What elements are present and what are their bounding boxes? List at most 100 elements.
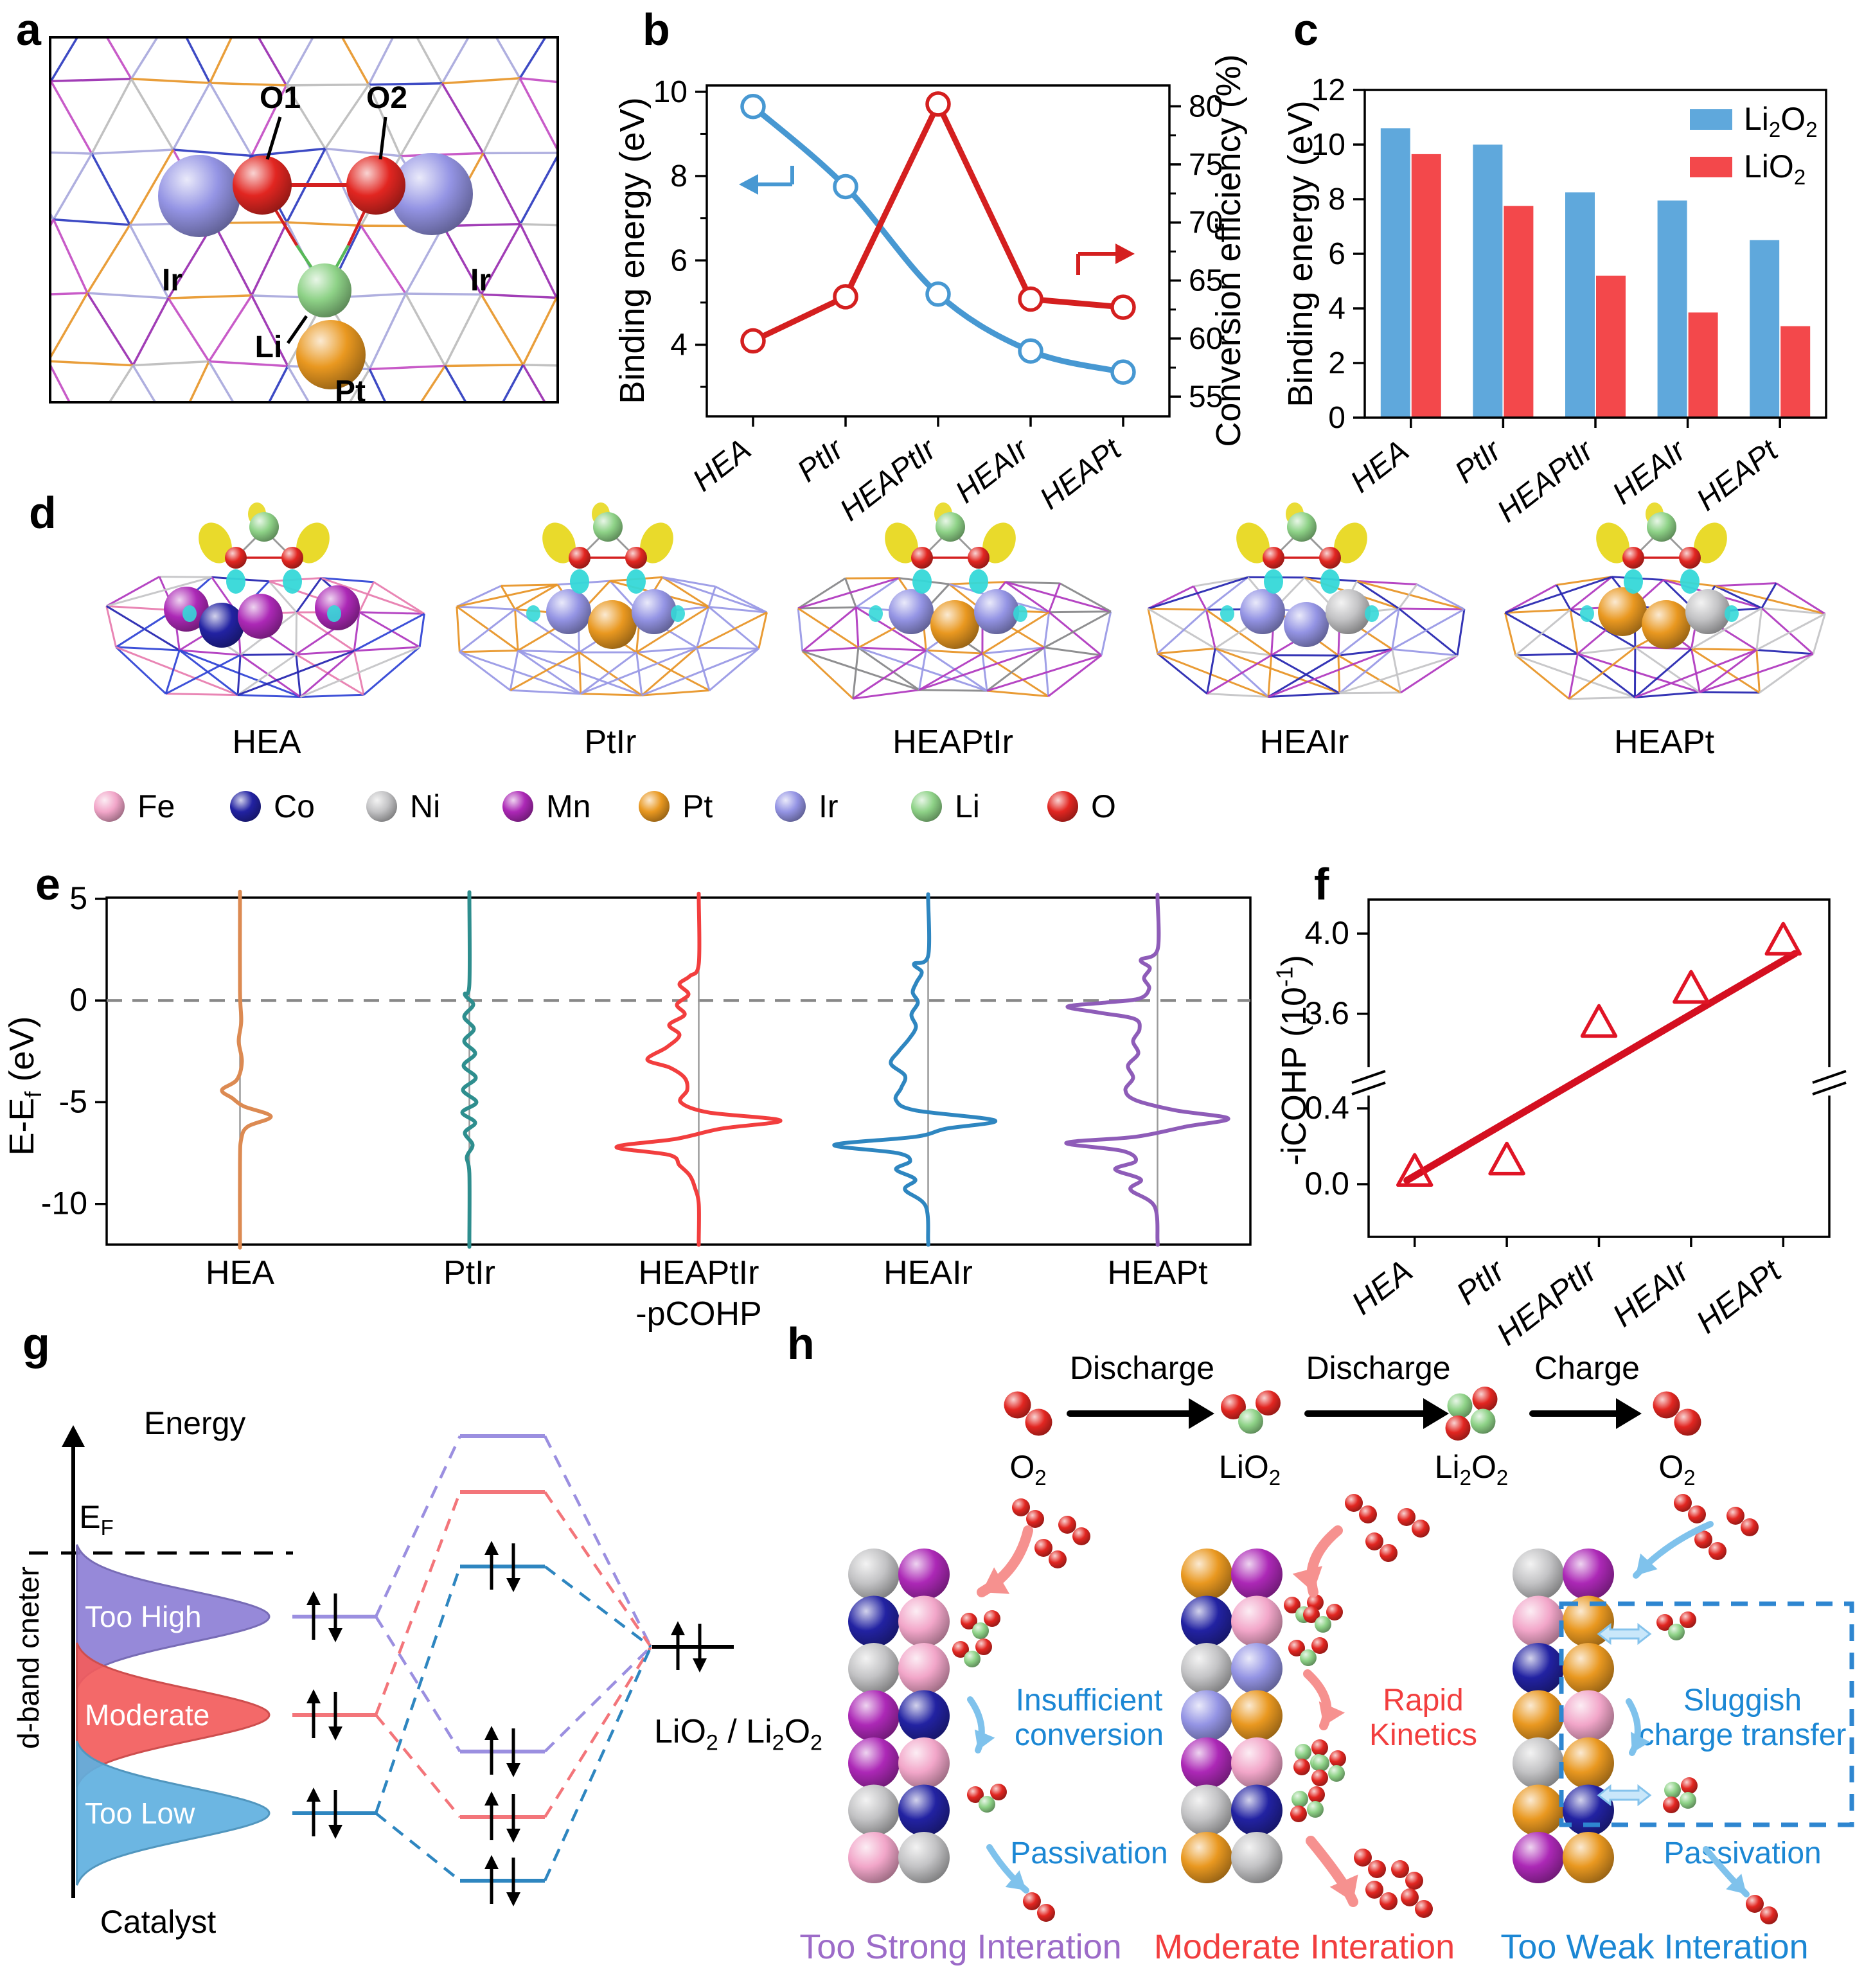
axis-title: -iCOHP (10-1) <box>1272 955 1314 1166</box>
element-legend-label-Fe: Fe <box>138 788 175 824</box>
panel-h: Discharge Discharge Charge O2 LiO2 Li2O2 O2 Ins… <box>799 1350 1854 1966</box>
charge-lobe-cyan <box>626 569 646 594</box>
atom-Ni <box>1685 589 1730 634</box>
atom-O <box>1681 1777 1698 1794</box>
atom-Ni <box>1513 1737 1564 1789</box>
atom-O <box>1308 1786 1325 1803</box>
atom-O <box>1023 1892 1041 1910</box>
charge-lobe-cyan <box>526 605 540 622</box>
atom-O <box>952 1641 969 1658</box>
atom-Pt <box>1181 1549 1232 1600</box>
atom-Mn <box>848 1737 900 1789</box>
atom-O <box>1445 1416 1471 1441</box>
atom-O <box>1391 1860 1409 1878</box>
charge-lobe-yellow <box>1334 522 1367 564</box>
panel-d-structure-HEAPtIr <box>797 502 1112 700</box>
atom-O <box>1072 1527 1090 1545</box>
note-label: conversion <box>1015 1718 1164 1752</box>
atom-Ir <box>889 589 934 634</box>
charge-transfer-double-arrow <box>1597 1784 1652 1807</box>
note-label: Kinetics <box>1369 1718 1477 1752</box>
axis-title-right: Conversion efficiency (%) <box>1209 54 1248 447</box>
atom-O <box>1058 1516 1076 1534</box>
atom-Fe <box>1513 1595 1564 1647</box>
axis-title: E-Ef (eV) <box>3 1016 46 1155</box>
atom-Fe <box>1231 1595 1283 1647</box>
atom-Ni <box>848 1784 900 1836</box>
tick-label: 3.6 <box>1304 995 1349 1031</box>
panel-a-label-o1: O1 <box>260 81 301 115</box>
atom-Li <box>1287 512 1317 542</box>
pcohp-curve-label: HEAIr <box>883 1254 973 1291</box>
charge-lobe-cyan <box>1580 605 1594 622</box>
panel-g-energy-label: Energy <box>144 1405 245 1441</box>
note-label: charge transfer <box>1639 1718 1847 1752</box>
data-point-binding-energy <box>833 173 858 200</box>
data-point-icohp <box>1580 1004 1618 1038</box>
atom-O <box>1034 1539 1052 1557</box>
legend-label-lio2: LiO2 <box>1744 148 1806 189</box>
atom-O <box>281 547 303 569</box>
atom-O <box>1663 1797 1680 1813</box>
atom-O <box>1368 1860 1386 1878</box>
tick-label: 0.4 <box>1304 1090 1349 1126</box>
atom-O <box>1290 1806 1307 1822</box>
interaction-title: Too Strong Interation <box>799 1928 1121 1966</box>
atom-Fe <box>94 791 125 822</box>
atom-O <box>1746 1895 1764 1913</box>
atom-Pt <box>1563 1643 1614 1694</box>
tick-label: 4.0 <box>1304 915 1349 951</box>
atom-Li <box>297 263 351 317</box>
panel-letter-c: c <box>1293 4 1318 55</box>
panel-d-structure-label: HEAPt <box>1614 723 1715 761</box>
atom-O <box>1694 1531 1712 1549</box>
atom-Co <box>848 1595 900 1647</box>
element-legend-label-Mn: Mn <box>546 788 590 824</box>
charge-lobe-cyan <box>182 605 197 622</box>
species-label: LiO2 <box>1219 1449 1281 1489</box>
charge-lobe-cyan <box>226 569 245 594</box>
atom-O <box>1622 547 1644 569</box>
atom-Fe <box>898 1595 950 1647</box>
panel-a-structure <box>49 36 559 404</box>
tick-label: 2 <box>1328 346 1345 380</box>
data-point-icohp <box>1764 921 1802 956</box>
panel-letter-e: e <box>35 859 60 909</box>
panel-d-structure-HEAPt <box>1504 502 1826 700</box>
axis-title: Binding energy (eV) <box>1281 100 1320 407</box>
panel-a-label-ir-left: Ir <box>162 263 182 297</box>
atom-Li <box>1291 1791 1308 1807</box>
data-point-icohp <box>1673 970 1710 1004</box>
element-legend-label-Li: Li <box>955 788 980 824</box>
data-point-conversion-efficiency <box>1110 294 1136 320</box>
atom-O <box>1415 1900 1433 1918</box>
bar-li2o2 <box>1565 192 1595 418</box>
atom-O <box>569 547 590 569</box>
atom-O <box>1326 1604 1343 1620</box>
atom-Ir <box>1284 602 1329 647</box>
atom-O <box>1047 791 1078 822</box>
atom-O <box>1412 1520 1430 1538</box>
atom-Ni <box>1181 1643 1232 1694</box>
charge-lobe-cyan <box>912 569 932 594</box>
tick-label: 6 <box>1328 237 1345 271</box>
panel-a-label-pt: Pt <box>335 375 366 409</box>
atom-Pt <box>1231 1690 1283 1742</box>
charge-lobe-yellow <box>1596 522 1629 564</box>
axis-title-left: Binding energy (eV) <box>613 97 652 404</box>
chart-e: 5 0 -5 -10 E-Ef (eV) <box>3 880 1252 1250</box>
charge-lobe-cyan <box>1680 569 1700 594</box>
panel-letter-d: d <box>29 488 57 538</box>
atom-Pt <box>1563 1832 1614 1883</box>
step-label: Discharge <box>1070 1350 1214 1386</box>
atom-Li <box>1668 1624 1685 1640</box>
species-label: Li2O2 <box>1435 1449 1509 1489</box>
tick-label: 0.0 <box>1304 1166 1349 1202</box>
panel-a-label-ir-right: Ir <box>470 263 491 297</box>
atom-Ir <box>1231 1643 1283 1694</box>
bar-li2o2 <box>1380 128 1410 418</box>
atom-Ir <box>775 791 806 822</box>
atom-Ni <box>898 1832 950 1883</box>
legend-swatch-li2o2 <box>1690 109 1732 130</box>
